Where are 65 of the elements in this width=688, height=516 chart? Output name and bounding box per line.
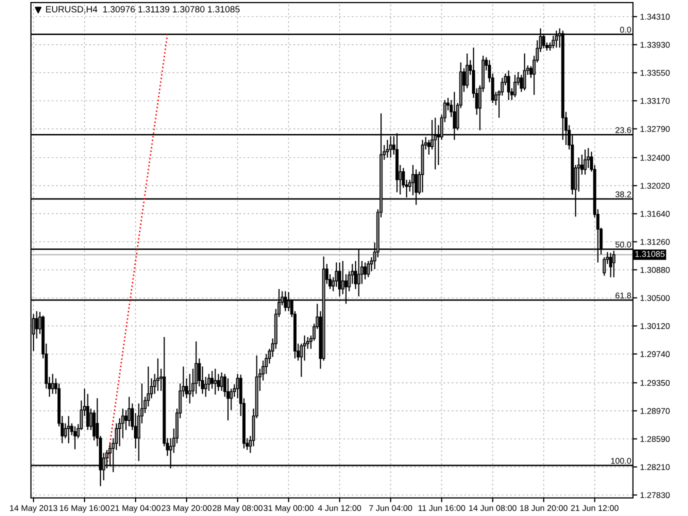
x-tick-label: 16 May 16:00 xyxy=(60,505,110,513)
y-tick-label: 1.30120 xyxy=(640,323,670,330)
y-tick-label: 1.30880 xyxy=(640,267,670,273)
candlestick xyxy=(51,373,54,394)
annotation: 50.0 xyxy=(615,242,632,248)
x-tick-label: 4 Jun 12:00 xyxy=(318,505,362,512)
y-tick-label: 1.32790 xyxy=(640,126,670,132)
y-tick-label: 1.32400 xyxy=(640,154,670,161)
candlestick xyxy=(226,378,230,421)
annotation: 23.6 xyxy=(616,127,631,134)
candlestick xyxy=(513,74,517,98)
candlestick xyxy=(411,164,414,196)
candlestick xyxy=(507,70,510,101)
y-tick-label: 1.30500 xyxy=(640,295,670,301)
annotation: 38.2 xyxy=(615,191,631,198)
x-tick-label: 21 Jun 12:00 xyxy=(571,505,618,512)
candlestick xyxy=(124,410,128,431)
y-tick-label: 1.27830 xyxy=(640,492,670,498)
y-tick-label: 1.28970 xyxy=(640,408,670,414)
candlestick xyxy=(364,262,367,280)
candlestick xyxy=(427,139,430,156)
candlestick xyxy=(366,260,370,278)
y-tick-label: 1.34310 xyxy=(640,14,670,20)
candlestick xyxy=(523,52,526,91)
y-tick-label: 1.29740 xyxy=(640,351,670,358)
candlestick xyxy=(204,376,208,398)
candlestick xyxy=(230,388,233,411)
y-tick-label: 1.32020 xyxy=(640,182,670,189)
y-tick-label: 1.31260 xyxy=(640,238,670,245)
x-tick-label: 28 May 08:00 xyxy=(212,505,263,513)
x-tick-label: 14 Jun 08:00 xyxy=(469,505,516,512)
x-tick-label: 7 Jun 04:00 xyxy=(369,505,412,512)
candlestick xyxy=(128,396,131,427)
y-tick-label: 1.29350 xyxy=(640,380,670,386)
ref-line-label: 1.31085 xyxy=(635,251,665,257)
candlestick xyxy=(609,252,612,278)
x-tick-label: 18 Jun 20:00 xyxy=(520,505,568,512)
candlestick xyxy=(584,148,587,176)
candlestick xyxy=(194,340,198,394)
candlestick xyxy=(386,139,389,158)
y-tick-label: 1.33170 xyxy=(640,98,670,104)
x-tick-label: 31 May 00:00 xyxy=(264,505,314,513)
candlestick xyxy=(334,262,338,288)
candlestick xyxy=(220,372,224,392)
y-tick-label: 1.33550 xyxy=(640,70,670,76)
candlestick xyxy=(214,368,217,396)
y-tick-label: 1.28210 xyxy=(640,464,670,470)
x-tick-label: 23 May 20:00 xyxy=(162,505,212,513)
y-tick-label: 1.31640 xyxy=(640,210,670,217)
y-tick-label: 1.28590 xyxy=(640,436,670,442)
y-tick-label: 1.33930 xyxy=(640,42,670,48)
x-tick-label: 11 Jun 16:00 xyxy=(418,505,466,512)
candlestick xyxy=(338,262,342,297)
candlestick xyxy=(35,310,38,340)
candlestick xyxy=(156,358,160,392)
chart-title: EURUSD,H4 1.30976 1.31139 1.30780 1.31085 xyxy=(46,6,240,14)
x-tick-label: 14 May 2013 xyxy=(10,505,58,513)
candlestick xyxy=(73,426,76,450)
annotation: 100.0 xyxy=(611,458,632,464)
candlestick xyxy=(520,74,523,92)
candlestick xyxy=(466,52,469,89)
x-tick-label: 21 May 04:00 xyxy=(110,505,160,513)
annotation: 0.0 xyxy=(620,26,632,33)
annotation: 61.8 xyxy=(616,292,632,298)
candlestick xyxy=(67,415,70,444)
